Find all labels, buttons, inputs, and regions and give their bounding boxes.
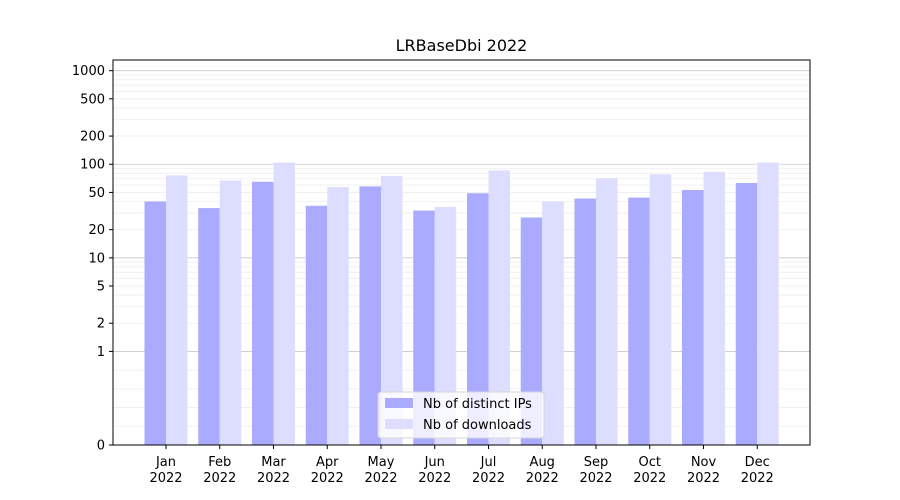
x-tick-label-month: Jul: [480, 455, 497, 470]
bar-distinct-ips-sep: [574, 198, 596, 445]
x-tick-label-month: Apr: [316, 455, 339, 470]
x-tick-label-year: 2022: [687, 471, 720, 486]
legend-box: [377, 391, 545, 439]
y-tick-label: 500: [80, 92, 105, 107]
x-tick-label-year: 2022: [633, 471, 666, 486]
bar-downloads-apr: [327, 187, 349, 445]
bar-downloads-dec: [757, 162, 779, 445]
x-tick-label-month: Nov: [691, 455, 717, 470]
bar-distinct-ips-jul: [467, 193, 489, 445]
y-tick-label: 5: [97, 280, 105, 295]
x-tick-label-year: 2022: [311, 471, 344, 486]
bars: [144, 162, 779, 446]
bar-distinct-ips-aug: [520, 217, 543, 445]
bar-downloads-jun: [434, 206, 457, 445]
x-tick-label-year: 2022: [203, 471, 236, 486]
bar-distinct-ips-mar: [252, 181, 274, 446]
bar-downloads-oct: [649, 174, 672, 445]
x-tick-label-year: 2022: [526, 471, 559, 486]
x-tick-label-year: 2022: [364, 471, 397, 486]
bar-distinct-ips-dec: [735, 183, 758, 446]
bar-downloads-jan: [166, 175, 188, 445]
x-tick-label-month: Feb: [208, 455, 231, 470]
x-tick-label-year: 2022: [579, 471, 612, 486]
bar-distinct-ips-oct: [628, 197, 650, 445]
bar-distinct-ips-jan: [144, 201, 166, 445]
y-tick-label: 1000: [72, 64, 105, 79]
bar-distinct-ips-may: [359, 186, 381, 445]
y-tick-label: 20: [88, 223, 105, 238]
x-tick-label-year: 2022: [257, 471, 290, 486]
chart-title: LRBaseDbi 2022: [396, 36, 528, 55]
legend-label: Nb of distinct IPs: [423, 397, 532, 412]
legend-swatch: [385, 419, 413, 429]
x-tick-label-year: 2022: [418, 471, 451, 486]
y-tick-label: 0: [97, 439, 105, 454]
y-tick-label: 100: [80, 158, 105, 173]
x-tick-label-month: Dec: [745, 455, 770, 470]
bar-downloads-feb: [219, 180, 242, 446]
bar-downloads-mar: [273, 162, 295, 445]
x-tick-label-year: 2022: [149, 471, 182, 486]
y-axis: 0 1 2 5 10 20 50 100 200 500 1000: [72, 64, 113, 454]
plot-frame: [112, 59, 811, 446]
legend-swatch: [385, 398, 413, 408]
bar-downloads-nov: [703, 171, 725, 445]
x-tick-label-month: May: [368, 455, 395, 470]
legend: Nb of distinct IPs Nb of downloads: [377, 391, 545, 439]
x-axis: Jan2022Feb2022Mar2022Apr2022May2022Jun20…: [149, 445, 774, 486]
x-tick-label-month: Jan: [155, 455, 176, 470]
bar-downloads-sep: [596, 178, 618, 445]
y-tick-label: 10: [88, 251, 105, 266]
bar-distinct-ips-feb: [198, 208, 220, 445]
bar-downloads-jul: [488, 170, 510, 445]
bar-distinct-ips-apr: [305, 205, 328, 445]
x-tick-label-month: Oct: [639, 455, 661, 470]
x-tick-label-month: Mar: [261, 455, 286, 470]
x-tick-label-year: 2022: [741, 471, 774, 486]
bar-distinct-ips-jun: [413, 210, 435, 445]
x-tick-label-month: Jun: [424, 455, 445, 470]
x-tick-label-year: 2022: [472, 471, 505, 486]
x-tick-label-month: Sep: [584, 455, 609, 470]
y-tick-label: 1: [97, 345, 105, 360]
bar-distinct-ips-nov: [682, 190, 704, 445]
bar-downloads-aug: [542, 201, 564, 445]
y-tick-label: 200: [80, 130, 105, 145]
legend-label: Nb of downloads: [423, 418, 532, 433]
y-tick-label: 2: [97, 317, 105, 332]
x-tick-label-month: Aug: [530, 455, 555, 470]
y-tick-label: 50: [88, 186, 105, 201]
bar-downloads-may: [381, 175, 403, 445]
